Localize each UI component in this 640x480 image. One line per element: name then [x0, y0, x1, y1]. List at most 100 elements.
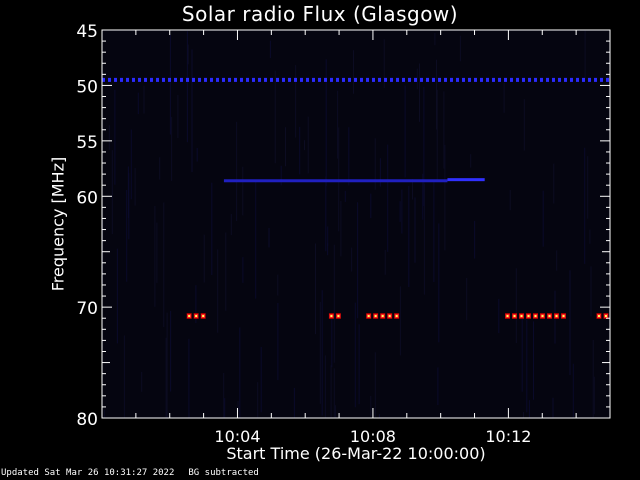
noise-streak — [337, 90, 339, 159]
noise-streak — [127, 166, 129, 219]
noise-streak — [470, 154, 472, 168]
noise-streak — [163, 202, 165, 328]
noise-streak — [569, 270, 571, 376]
burst-mark — [597, 315, 600, 318]
burst-mark — [337, 315, 340, 318]
band-segment — [186, 77, 189, 82]
noise-streak — [399, 286, 401, 356]
noise-streak — [584, 147, 586, 264]
noise-streak — [351, 247, 353, 272]
noise-streak — [434, 33, 436, 46]
noise-streak — [587, 156, 589, 219]
noise-streak — [116, 248, 118, 344]
band-segment — [528, 77, 531, 82]
noise-streak — [299, 126, 301, 175]
band-segment — [546, 77, 549, 82]
noise-streak — [143, 85, 145, 114]
noise-streak — [304, 140, 305, 151]
band-segment — [270, 77, 273, 82]
burst-mark — [541, 315, 544, 318]
band-segment — [594, 77, 597, 82]
band-segment — [210, 77, 213, 82]
band-segment — [114, 77, 117, 82]
noise-streak — [103, 409, 105, 418]
noise-streak — [404, 85, 406, 178]
band-segment — [372, 77, 375, 82]
band-segment — [426, 77, 429, 82]
noise-streak — [412, 179, 413, 200]
y-tick-label: 70 — [76, 299, 98, 319]
band-segment — [468, 77, 471, 82]
noise-streak — [436, 59, 437, 130]
burst-mark — [374, 315, 377, 318]
noise-streak — [170, 310, 172, 392]
burst-mark — [513, 315, 516, 318]
noise-streak — [191, 49, 193, 173]
band-segment — [474, 77, 477, 82]
noise-streak — [137, 92, 139, 115]
burst-mark — [604, 315, 607, 318]
band-segment — [162, 77, 165, 82]
burst-mark — [534, 315, 537, 318]
band-segment — [294, 77, 297, 82]
noise-streak — [416, 68, 418, 90]
noise-streak — [277, 274, 279, 296]
noise-streak — [414, 197, 416, 263]
noise-streak — [123, 335, 125, 418]
band-segment — [396, 77, 399, 82]
noise-streak — [474, 220, 476, 259]
noise-streak — [165, 337, 167, 418]
band-segment — [222, 77, 225, 82]
noise-streak — [344, 190, 346, 202]
band-segment — [150, 77, 153, 82]
noise-streak — [521, 318, 523, 392]
chart-title: Solar radio Flux (Glasgow) — [181, 2, 459, 26]
noise-streak — [236, 121, 238, 221]
band-segment — [582, 77, 585, 82]
noise-streak — [556, 250, 558, 271]
band-segment — [330, 77, 333, 82]
band-segment — [228, 77, 231, 82]
band-segment — [552, 77, 555, 82]
noise-streak — [399, 201, 401, 222]
band-segment — [192, 77, 195, 82]
y-tick-label: 55 — [76, 133, 98, 153]
noise-streak — [156, 222, 158, 283]
burst-mark — [195, 315, 198, 318]
band-segment — [120, 77, 123, 82]
y-axis-label: Frequency [MHz] — [48, 156, 68, 292]
noise-streak — [433, 181, 435, 282]
y-tick-label: 60 — [76, 188, 98, 208]
noise-streak — [126, 190, 128, 282]
band-segment — [384, 77, 387, 82]
noise-streak — [108, 125, 110, 150]
noise-streak — [593, 376, 595, 415]
band-segment — [606, 77, 609, 82]
noise-streak — [223, 373, 225, 418]
noise-streak — [444, 144, 446, 251]
band-segment — [234, 77, 237, 82]
band-segment — [408, 77, 411, 82]
noise-streak — [374, 352, 376, 418]
noise-streak — [422, 173, 424, 220]
band-segment — [354, 77, 357, 82]
plot-frame — [101, 29, 611, 419]
noise-streak — [552, 397, 554, 418]
noise-streak — [239, 327, 241, 418]
band-segment — [276, 77, 279, 82]
band-segment — [168, 77, 171, 82]
band-segment — [600, 77, 603, 82]
noise-streak — [437, 367, 439, 405]
noise-streak — [509, 189, 511, 211]
background-note: BG subtracted — [188, 468, 259, 478]
band-segment — [126, 77, 129, 82]
band-segment — [342, 77, 345, 82]
burst-mark — [330, 315, 333, 318]
noise-streak — [257, 382, 259, 418]
band-segment — [570, 77, 573, 82]
noise-streak — [542, 190, 544, 247]
band-segment — [204, 77, 207, 82]
noise-streak — [242, 257, 244, 283]
noise-streak — [154, 205, 156, 307]
band-segment — [504, 77, 507, 82]
